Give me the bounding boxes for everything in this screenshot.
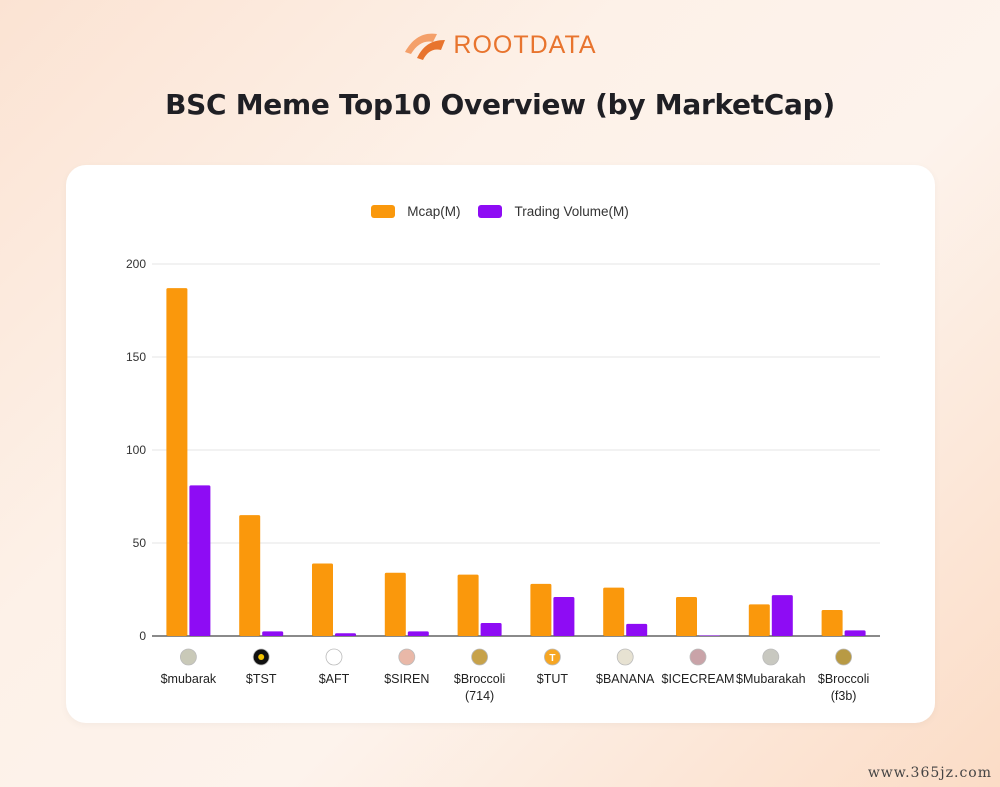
brand-name: ROOTDATA (453, 30, 597, 59)
x-tick-label: $Broccoli (454, 672, 505, 686)
x-tick-label: $SIREN (384, 672, 429, 686)
x-tick-label: $Mubarakah (736, 672, 806, 686)
x-tick-label: $Broccoli (818, 672, 869, 686)
x-tick-label: $mubarak (161, 672, 217, 686)
watermark: www.365jz.com (867, 765, 992, 781)
x-tick-label: $TUT (537, 672, 569, 686)
legend-item-volume[interactable]: Trading Volume(M) (478, 204, 629, 219)
icecream-avatar-icon (689, 648, 707, 666)
bar-mcap (821, 609, 843, 636)
brand-header: ROOTDATA (0, 28, 1000, 62)
bar-volume (699, 635, 720, 637)
bar-volume (189, 485, 211, 636)
broccoli-dog-icon (471, 648, 489, 666)
bar-volume (626, 623, 648, 636)
x-tick-label: (714) (465, 689, 494, 703)
legend-swatch-volume (478, 205, 503, 218)
bar-mcap (748, 604, 770, 636)
tut-token-icon (544, 648, 561, 666)
bar-mcap (239, 515, 261, 636)
bar-volume (771, 595, 793, 636)
bar-mcap (312, 563, 333, 636)
mubarak-avatar-icon (179, 648, 197, 666)
x-tick-label: $AFT (319, 672, 350, 686)
legend-swatch-mcap (371, 205, 396, 218)
bar-mcap (457, 574, 479, 636)
bar-mcap (384, 572, 406, 636)
bar-volume (844, 630, 866, 636)
aft-token-icon (325, 648, 343, 666)
banana-avatar-icon (616, 648, 634, 666)
rootdata-logo-icon (405, 33, 446, 60)
y-tick-label: 50 (133, 536, 147, 550)
y-tick-label: 150 (126, 350, 146, 364)
bar-volume (553, 596, 575, 636)
siren-avatar-icon (398, 648, 416, 666)
bar-mcap (676, 596, 697, 636)
bar-volume (407, 631, 429, 636)
page-title: BSC Meme Top10 Overview (by MarketCap) (165, 88, 835, 121)
bar-volume (480, 622, 502, 636)
y-tick-label: 0 (139, 629, 146, 643)
y-tick-label: 100 (126, 443, 146, 457)
bar-mcap (530, 583, 552, 636)
legend-item-mcap[interactable]: Mcap(M) (371, 204, 460, 219)
x-tick-label: (f3b) (831, 689, 857, 703)
bar-mcap (166, 288, 188, 636)
y-tick-label: 200 (126, 257, 146, 271)
legend-label-volume: Trading Volume(M) (514, 204, 629, 219)
x-tick-label: $ICECREAM (662, 672, 735, 686)
x-tick-label: $BANANA (596, 672, 655, 686)
x-tick-label: $TST (246, 672, 277, 686)
bar-volume (262, 631, 284, 636)
legend-label-mcap: Mcap(M) (407, 204, 461, 219)
tut-icon-glyph: T (549, 653, 555, 664)
bar-mcap (603, 587, 625, 636)
broccoli-dog-icon (835, 648, 852, 666)
tst-icon-center (258, 654, 265, 660)
chart-legend: Mcap(M) Trading Volume(M) (0, 204, 1000, 219)
bar-volume (335, 633, 356, 636)
mubarakah-avatar-icon (762, 648, 780, 666)
